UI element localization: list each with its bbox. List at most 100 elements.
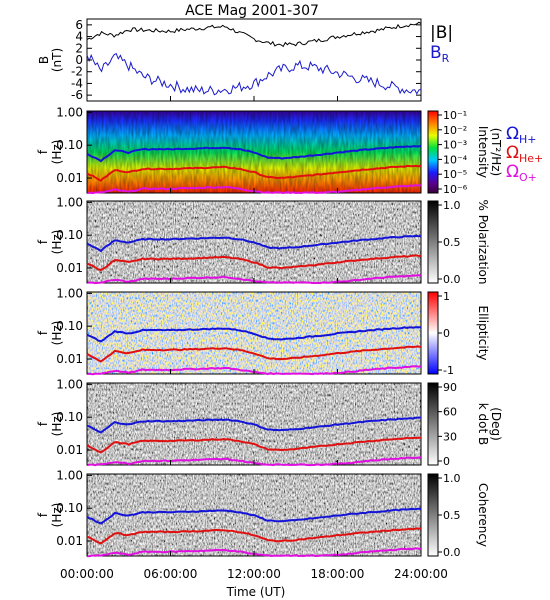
f-ytick-label: 0.10: [56, 319, 83, 333]
gyro-line-h-plus: [86, 416, 421, 434]
b-ytick-label: 6: [75, 18, 83, 32]
ellipticity-ylabel: f: [36, 330, 50, 335]
ellipticity-colorbar-label: Ellipticity: [476, 306, 490, 361]
gyro-line-he-plus: [86, 345, 422, 363]
ellipticity-colorbar: [427, 291, 439, 375]
b-ytick-label: -2: [71, 65, 83, 79]
colorbar-tick-label: 10⁻⁶: [443, 183, 468, 196]
f-ytick-label: 0.01: [56, 352, 83, 366]
colorbar-tick-label: 10⁻³: [443, 139, 467, 152]
b-field-lines: [86, 21, 422, 96]
coherency-colorbar: [427, 473, 439, 557]
k-dot-b-colorbar-unit: (Deg): [489, 407, 503, 441]
colorbar-tick-label: 1: [443, 290, 450, 303]
f-ytick-label: 0.01: [56, 443, 83, 457]
f-ytick-label: 0.01: [56, 261, 83, 275]
figure-title: ACE Mag 2001-307: [185, 3, 319, 19]
coherency-yunit: (Hz): [50, 503, 64, 528]
legend-omega-h: ΩH+: [506, 124, 537, 146]
gyro-legend: ΩH+ ΩHe+ ΩO+: [506, 124, 543, 184]
colorbar-tick-label: 0: [443, 327, 450, 340]
f-ytick-label: 0.10: [56, 138, 83, 152]
x-tick-label: 06:00:00: [144, 567, 198, 581]
colorbar-tick-label: 0: [443, 455, 450, 468]
f-ytick-label: 1.00: [56, 195, 83, 209]
b-ytick-label: 2: [75, 41, 83, 55]
b-ytick-label: 4: [75, 30, 83, 44]
polarization-colorbar-label: % Polarization: [476, 200, 490, 285]
colorbar-tick-label: 0.5: [443, 509, 461, 522]
b-field-ylabel: B: [37, 56, 51, 64]
b-field-yunit: (nT): [50, 48, 64, 72]
x-tick-label: 18:00:00: [311, 567, 365, 581]
gyro-line-he-plus: [86, 164, 422, 182]
k-dot-b-yunit: (Hz): [50, 412, 64, 437]
gyro-line-h-plus: [86, 326, 422, 343]
colorbar-tick-label: 60: [443, 406, 457, 419]
k-dot-b-ylabel: f: [36, 421, 50, 426]
intensity-colorbar-unit: (nT²/Hz): [489, 128, 503, 176]
series-line-b-total: [86, 21, 422, 48]
intensity-panel: 1.00 0.10 0.01 f (Hz) 10⁻¹ 10⁻² 10⁻³10⁻⁴ 10⁻⁵ 10⁻…: [36, 105, 503, 196]
gyro-line-he-plus: [86, 436, 422, 454]
intensity-ylabel: f: [36, 149, 50, 154]
f-ytick-label: 0.10: [56, 501, 83, 515]
x-axis-ticks: 00:00:00 06:00:00 12:00:00 18:00:00 24:00:00: [60, 567, 448, 581]
k-dot-b-panel: 1.00 0.10 0.01 f (Hz) 90 60 30 0 k dot B (Deg): [36, 377, 503, 468]
colorbar-tick-label: 10⁻⁴: [443, 153, 468, 166]
gyro-line-h-plus: [86, 507, 422, 525]
gyro-line-h-plus: [86, 144, 422, 163]
f-ytick-label: 1.00: [56, 105, 83, 119]
coherency-colorbar-label: Coherency: [476, 483, 490, 547]
f-ytick-label: 0.01: [56, 171, 83, 185]
x-tick-label: 24:00:00: [394, 567, 448, 581]
b-ytick-label: 0: [75, 53, 83, 67]
legend-b-r-sub: R: [442, 52, 450, 65]
intensity-yunit: (Hz): [50, 140, 64, 165]
k-dot-b-colorbar-label: k dot B: [476, 403, 490, 445]
ellipticity-panel: 1.00 0.10 0.01 f (Hz) 1 0 -1 Ellipticity: [36, 286, 490, 377]
colorbar-tick-label: 10⁻⁵: [443, 168, 467, 181]
colorbar-tick-label: 10⁻²: [443, 124, 467, 137]
b-ytick-label: -4: [71, 76, 83, 90]
f-ytick-label: 0.10: [56, 410, 83, 424]
f-ytick-label: 0.10: [56, 228, 83, 242]
gyro-line-he-plus: [86, 254, 422, 272]
b-ytick-label: -6: [71, 88, 83, 102]
series-line-b-r: [86, 52, 422, 96]
coherency-panel: 1.00 0.10 0.01 f (Hz) 1.0 0.5 0.0 Coherency: [36, 468, 490, 559]
colorbar-tick-label: 1.0: [443, 472, 461, 485]
f-ytick-label: 1.00: [56, 468, 83, 482]
colorbar-tick-label: 90: [443, 381, 457, 394]
colorbar-tick-label: 0.5: [443, 236, 461, 249]
colorbar-tick-label: 10⁻¹: [443, 109, 467, 122]
polarization-colorbar: [427, 200, 439, 284]
legend-omega-he: ΩHe+: [506, 143, 543, 165]
legend-b-total: |B|: [430, 23, 453, 43]
polarization-yunit: (Hz): [50, 230, 64, 255]
x-tick-label: 12:00:00: [227, 567, 281, 581]
gyro-line-he-plus: [86, 527, 421, 545]
legend-omega-o: ΩO+: [506, 162, 537, 184]
colorbar-tick-label: 30: [443, 430, 457, 443]
legend-omega-o-sub: O+: [519, 171, 537, 184]
colorbar-tick-label: -1: [443, 364, 454, 377]
k-dot-b-colorbar: [427, 382, 439, 466]
x-tick-label: 00:00:00: [60, 567, 114, 581]
polarization-ylabel: f: [36, 239, 50, 244]
intensity-colorbar: [427, 110, 439, 194]
legend-b-r: BR: [430, 43, 450, 65]
spectral-panels: 1.000.100.01f (Hz)10⁻¹10⁻²10⁻³10⁻⁴10⁻⁵10⁻…: [36, 105, 503, 559]
f-ytick-label: 1.00: [56, 286, 83, 300]
polarization-panel: 1.00 0.10 0.01 f (Hz) 1.0 0.5 0.0 % Polarization: [36, 195, 490, 286]
coherency-ylabel: f: [36, 512, 50, 517]
intensity-colorbar-label: Intensity: [476, 126, 490, 178]
colorbar-tick-label: 0.0: [443, 273, 461, 286]
legend-omega-h-symbol: Ω: [506, 124, 519, 144]
legend-omega-o-symbol: Ω: [506, 162, 519, 182]
x-axis-label: Time (UT): [226, 585, 286, 599]
gyro-line-h-plus: [86, 234, 422, 253]
